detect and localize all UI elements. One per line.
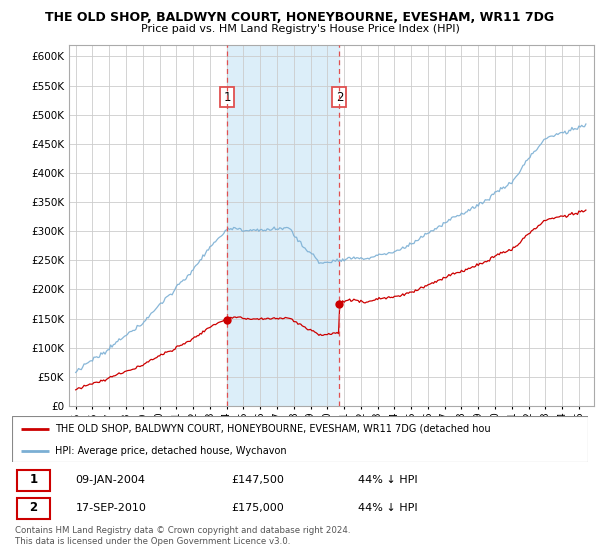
Text: Price paid vs. HM Land Registry's House Price Index (HPI): Price paid vs. HM Land Registry's House … <box>140 24 460 34</box>
Text: Contains HM Land Registry data © Crown copyright and database right 2024.
This d: Contains HM Land Registry data © Crown c… <box>15 526 350 546</box>
Text: THE OLD SHOP, BALDWYN COURT, HONEYBOURNE, EVESHAM, WR11 7DG (detached hou: THE OLD SHOP, BALDWYN COURT, HONEYBOURNE… <box>55 424 491 434</box>
Bar <box>227 45 340 406</box>
Text: 17-SEP-2010: 17-SEP-2010 <box>76 503 146 513</box>
Text: £147,500: £147,500 <box>231 475 284 485</box>
Text: £175,000: £175,000 <box>231 503 284 513</box>
Text: THE OLD SHOP, BALDWYN COURT, HONEYBOURNE, EVESHAM, WR11 7DG: THE OLD SHOP, BALDWYN COURT, HONEYBOURNE… <box>46 11 554 24</box>
Text: HPI: Average price, detached house, Wychavon: HPI: Average price, detached house, Wych… <box>55 446 287 455</box>
Text: 2: 2 <box>335 91 343 104</box>
Text: 1: 1 <box>223 91 231 104</box>
FancyBboxPatch shape <box>17 470 50 491</box>
Text: 09-JAN-2004: 09-JAN-2004 <box>76 475 145 485</box>
Text: 44% ↓ HPI: 44% ↓ HPI <box>358 503 417 513</box>
Text: 1: 1 <box>29 473 37 487</box>
FancyBboxPatch shape <box>17 498 50 519</box>
Text: 2: 2 <box>29 501 37 515</box>
Text: 44% ↓ HPI: 44% ↓ HPI <box>358 475 417 485</box>
